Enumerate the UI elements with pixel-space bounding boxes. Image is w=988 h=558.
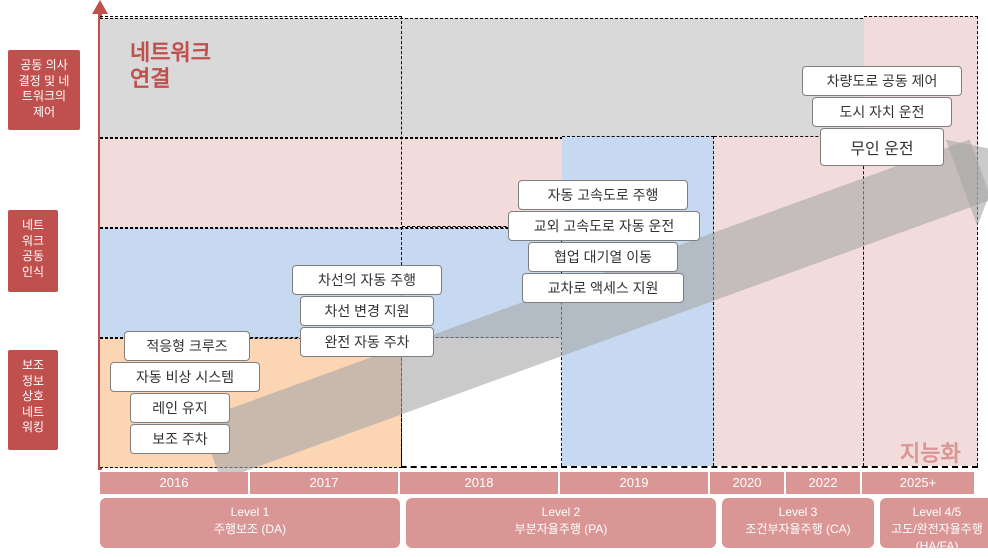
level-label: Level 1 주행보조 (DA) (100, 498, 400, 548)
year-axis: 2016201720182019202020222025+ (100, 472, 978, 494)
level-label: Level 3 조건부자율주행 (CA) (722, 498, 874, 548)
feature-box: 자동 비상 시스템 (110, 362, 260, 392)
feature-box: 완전 자동 주차 (300, 327, 434, 357)
feature-box: 협업 대기열 이동 (528, 242, 678, 272)
feature-box: 차선의 자동 주행 (292, 265, 442, 295)
feature-box: 교외 고속도로 자동 운전 (508, 211, 700, 241)
y-axis-label: 보조 정보 상호 네트 워킹 (8, 350, 58, 450)
roadmap-chart: 공동 의사 결정 및 네 트워크의 제어네트 워크 공동 인식보조 정보 상호 … (0, 0, 988, 558)
y-axis-label: 공동 의사 결정 및 네 트워크의 제어 (8, 50, 80, 130)
feature-box: 차량도로 공동 제어 (802, 66, 962, 96)
feature-box: 보조 주차 (130, 424, 230, 454)
level-label: Level 2 부분자율주행 (PA) (406, 498, 716, 548)
feature-box: 레인 유지 (130, 393, 230, 423)
chart-title: 네트워크 연결 (130, 40, 211, 93)
feature-box: 자동 고속도로 주행 (518, 180, 688, 210)
plot-area: 네트워크 연결 지능화 적응형 크루즈자동 비상 시스템레인 유지보조 주차 차선… (100, 18, 978, 468)
year-tick: 2016 (100, 472, 250, 494)
feature-box: 교차로 액세스 지원 (522, 273, 684, 303)
level-axis: Level 1 주행보조 (DA)Level 2 부분자율주행 (PA)Leve… (100, 498, 978, 548)
level-label: Level 4/5 고도/완전자율주행(HA/FA) (880, 498, 988, 548)
y-axis-label: 네트 워크 공동 인식 (8, 210, 58, 292)
feature-box: 도시 자치 운전 (812, 97, 952, 127)
x-axis-label: 지능화 (900, 436, 961, 468)
year-tick: 2020 (710, 472, 786, 494)
year-tick: 2017 (250, 472, 400, 494)
feature-box: 무인 운전 (820, 128, 944, 166)
feature-box: 차선 변경 지원 (300, 296, 434, 326)
y-axis-arrow-icon (92, 0, 108, 14)
year-tick: 2019 (560, 472, 710, 494)
year-tick: 2022 (786, 472, 862, 494)
year-tick: 2018 (400, 472, 560, 494)
feature-box: 적응형 크루즈 (124, 331, 250, 361)
year-tick: 2025+ (862, 472, 976, 494)
